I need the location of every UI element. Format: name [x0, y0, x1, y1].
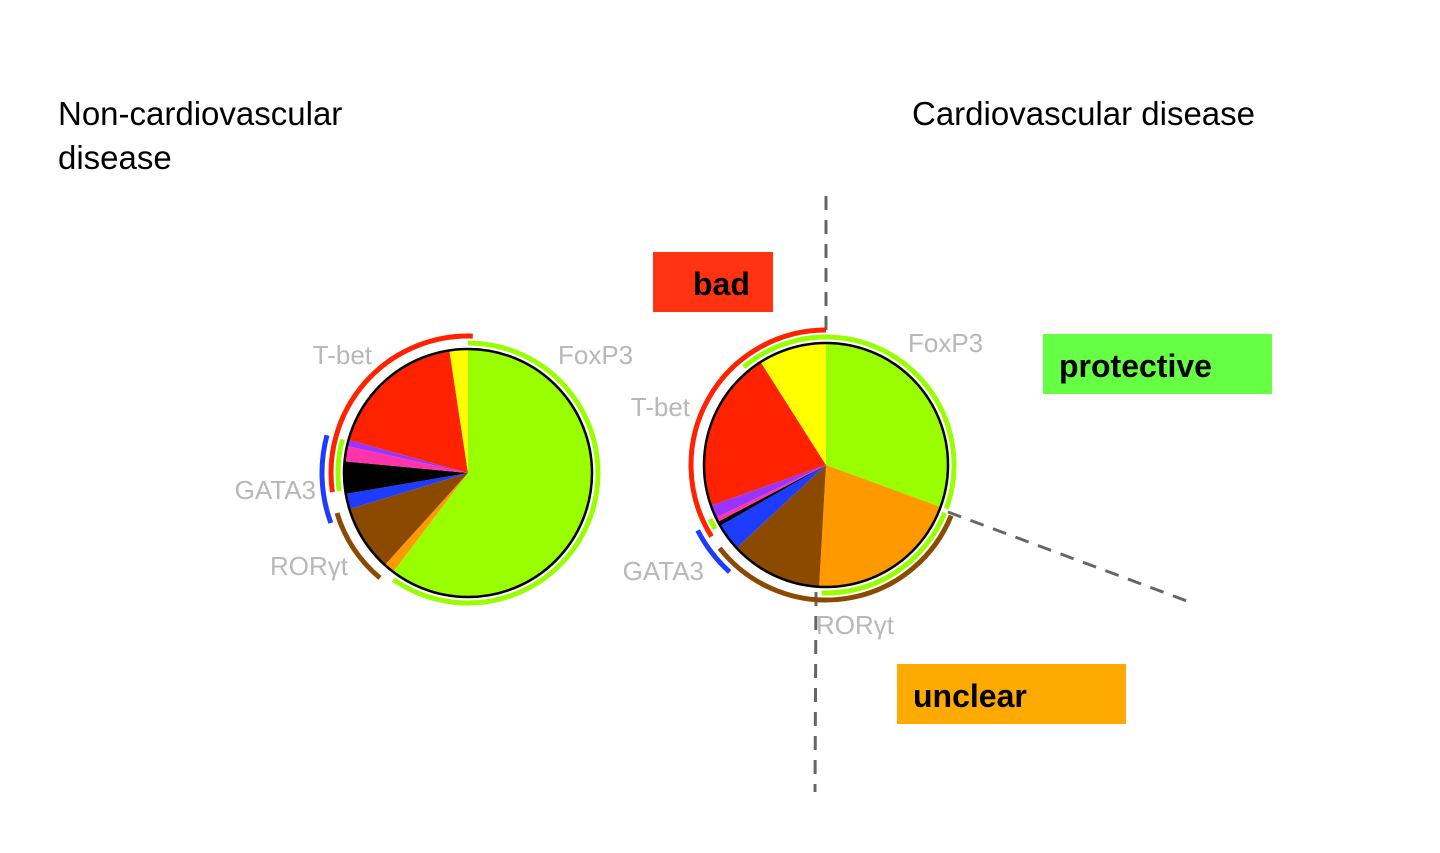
pie0-arc-GATA3-3 — [319, 434, 334, 524]
pie1-slice-3 — [720, 465, 826, 548]
pie0-slice-2 — [349, 473, 468, 565]
title-cardiovascular: Cardiovascular disease — [912, 95, 1256, 132]
pie1-arc-FoxP3-3 — [707, 518, 718, 531]
pie1-arc-FoxP3-1 — [821, 512, 947, 596]
pie0-label-1: T-bet — [313, 340, 373, 370]
pie0-outline — [342, 347, 594, 599]
pie0-label-3: RORγt — [270, 551, 349, 581]
divider-line-vertical-bottom — [813, 591, 818, 793]
pie1-arc-FoxP3-0 — [825, 334, 957, 510]
pie1-label-2: GATA3 — [623, 556, 704, 586]
pie0-slice-0 — [393, 349, 592, 597]
divider-line-diagonal — [947, 510, 1196, 606]
pie1-outline — [702, 341, 950, 589]
pie0-slice-7 — [348, 350, 468, 473]
pie1-slice-4 — [718, 465, 826, 526]
pie1-arc-FoxP3-2 — [742, 334, 827, 369]
annotation-bad: bad — [653, 252, 773, 312]
pie1-arc-RORγt-5 — [717, 514, 954, 603]
pie1-slice-6 — [710, 465, 826, 518]
pie0-arc-FoxP3-1 — [335, 438, 345, 492]
pie1-slice-1 — [819, 465, 941, 587]
pie1-arc-T-bet-4 — [688, 327, 827, 538]
pie1-slice-0 — [826, 343, 948, 508]
pie0-arc-FoxP3-0 — [392, 340, 601, 606]
pie0-slice-8 — [449, 349, 468, 473]
pie0-label-0: FoxP3 — [558, 340, 633, 370]
annotation-unclear: unclear — [897, 664, 1126, 724]
pie0-arc-RORγt-4 — [334, 512, 382, 580]
pie0-slice-6 — [346, 439, 468, 473]
pie0-slice-4 — [343, 461, 468, 494]
title-non-cardiovascular: Non-cardiovascular disease — [58, 95, 343, 176]
pie1-slice-7 — [704, 361, 826, 506]
pie0-slice-1 — [384, 473, 468, 572]
pie1-label-1: T-bet — [631, 392, 691, 422]
pie0-label-2: GATA3 — [235, 475, 316, 505]
pie0-arc-T-bet-2 — [328, 333, 473, 493]
pie1-label-0: FoxP3 — [908, 328, 983, 358]
pie1-label-3: RORγt — [816, 610, 895, 640]
pie1-slice-5 — [715, 465, 826, 522]
pie0-slice-5 — [344, 445, 468, 473]
pie0-slice-3 — [345, 473, 468, 510]
pie1-arc-GATA3-6 — [695, 529, 732, 574]
annotation-protective: protective — [1043, 334, 1272, 394]
pie1-slice-2 — [736, 465, 826, 587]
pie1-slice-8 — [760, 343, 826, 465]
